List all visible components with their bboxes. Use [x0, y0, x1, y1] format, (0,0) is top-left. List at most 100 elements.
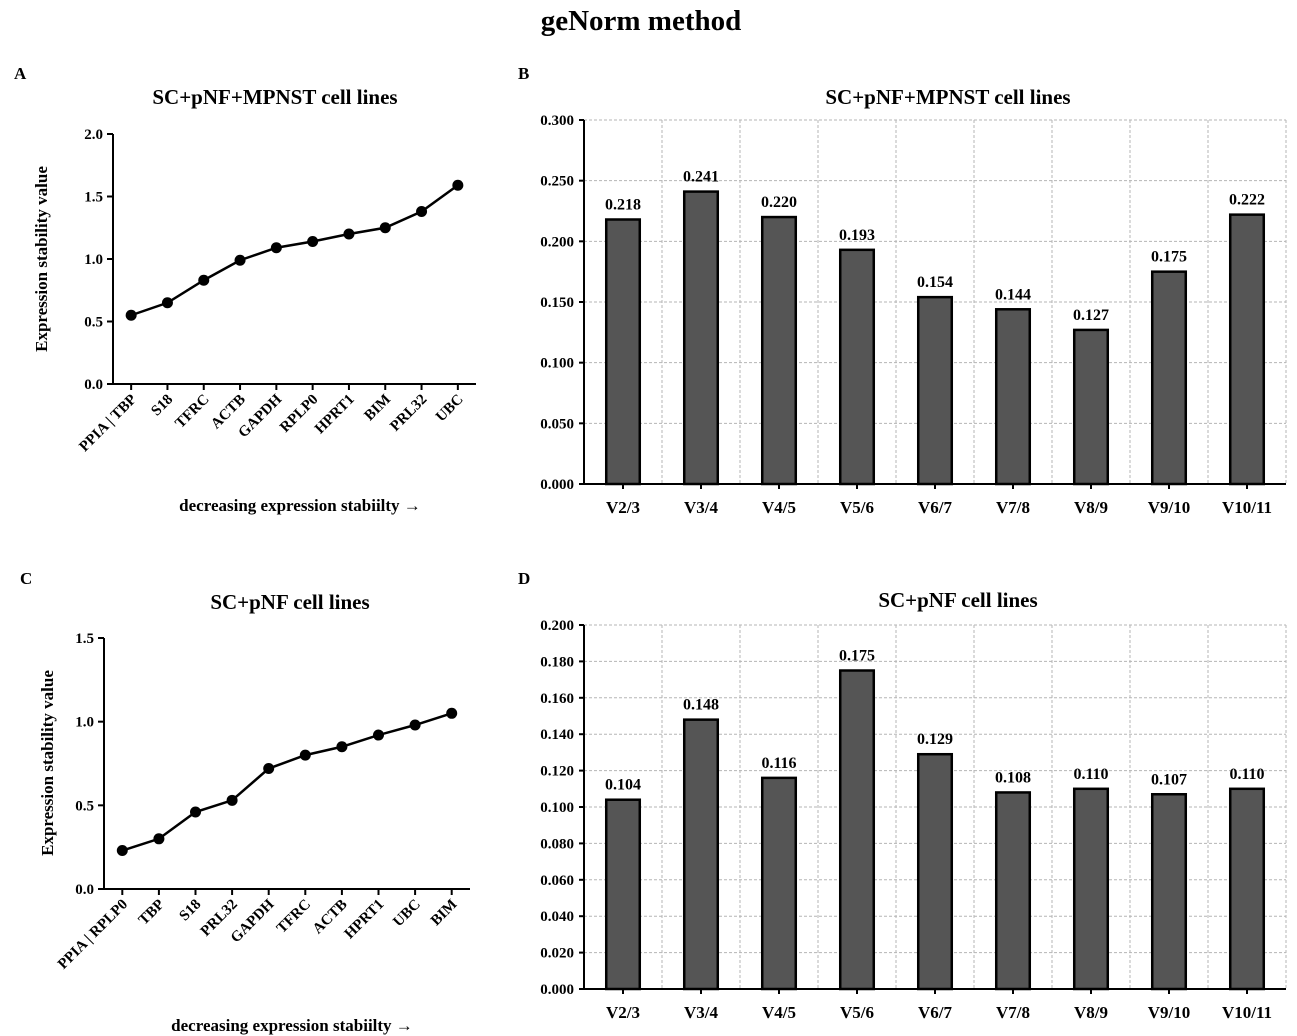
bar-value-label: 0.144 [995, 286, 1031, 303]
series-line [130, 184, 459, 317]
bar-value-label: 0.220 [761, 194, 797, 211]
bar-value-label: 0.193 [839, 227, 875, 244]
x-category-label: V2/3 [606, 498, 640, 517]
bar [838, 669, 876, 991]
x-category-label: UBC [390, 897, 424, 931]
y-tick-label: 1.0 [84, 252, 103, 268]
bar [1072, 328, 1110, 486]
bar-value-label: 0.108 [995, 769, 1031, 786]
bar-value-label: 0.241 [683, 169, 719, 186]
x-category-label: V10/11 [1222, 1003, 1272, 1022]
bar [916, 295, 954, 486]
panel-title: SC+pNF cell lines [878, 588, 1037, 612]
y-axis-label: Expression stability value [38, 670, 57, 856]
panel-title: SC+pNF cell lines [210, 590, 369, 614]
bar [1150, 270, 1188, 486]
bar [682, 190, 720, 486]
y-tick-label: 0.5 [75, 798, 94, 814]
bar [604, 218, 642, 486]
x-category-label: V6/7 [918, 1003, 953, 1022]
y-tick-label: 0.200 [540, 234, 574, 250]
x-category-label: V3/4 [684, 498, 719, 517]
panel-letter: A [14, 64, 27, 83]
panel-d-bar-chart: D SC+pNF cell lines 0.000 0.020 0.040 0.060 0.… [518, 569, 1287, 1022]
data-point [153, 833, 165, 845]
bar [1228, 213, 1266, 486]
bar-value-label: 0.116 [761, 755, 796, 772]
bar-value-label: 0.222 [1229, 192, 1265, 209]
x-axis-label: decreasing expression stabiilty → [179, 496, 421, 515]
x-category-label: TFRC [274, 897, 314, 937]
bar-value-label: 0.218 [605, 196, 641, 213]
bar-value-label: 0.110 [1229, 766, 1264, 783]
bar [916, 752, 954, 991]
x-category-label: V8/9 [1074, 498, 1108, 517]
y-tick-label: 0.050 [540, 416, 574, 432]
x-category-label: V4/5 [762, 1003, 796, 1022]
x-category-label: PRL32 [387, 392, 430, 435]
x-category-label: UBC [433, 392, 467, 426]
x-category-label: V9/10 [1148, 1003, 1191, 1022]
panel-c-line-chart: C SC+pNF cell lines 0.0 0.5 1.0 1.5 PPIA | RPL… [20, 569, 470, 1035]
bar-value-label: 0.154 [917, 274, 953, 291]
bar-value-label: 0.110 [1073, 766, 1108, 783]
x-category-label: S18 [148, 392, 176, 420]
data-point [226, 794, 238, 806]
x-category-label: V7/8 [996, 498, 1030, 517]
x-category-label: V8/9 [1074, 1003, 1108, 1022]
y-tick-label: 1.0 [75, 715, 94, 731]
bar-value-label: 0.175 [839, 648, 875, 665]
bar [1150, 793, 1188, 991]
bar-value-label: 0.107 [1151, 771, 1187, 788]
bar [1072, 787, 1110, 991]
data-point [446, 707, 458, 719]
x-category-label: BIM [428, 897, 461, 930]
bar-value-label: 0.148 [683, 697, 719, 714]
data-point [190, 806, 201, 818]
data-point [161, 297, 173, 309]
x-category-label: V3/4 [684, 1003, 719, 1022]
data-point [373, 729, 384, 741]
data-point [336, 741, 348, 753]
data-point [198, 274, 210, 286]
bar [994, 308, 1032, 486]
y-tick-label: 0.080 [540, 836, 574, 852]
y-tick-label: 0.140 [540, 727, 574, 743]
data-point [307, 236, 319, 247]
y-tick-label: 0.0 [75, 882, 94, 898]
data-point [116, 845, 128, 857]
series-line [121, 712, 453, 852]
x-axis-label: decreasing expression stabiilty → [171, 1016, 413, 1035]
y-axis-label: Expression stability value [32, 166, 51, 352]
bar-value-label: 0.127 [1073, 307, 1109, 324]
bar-value-label: 0.175 [1151, 249, 1187, 266]
y-tick-label: 0.020 [540, 946, 574, 962]
y-tick-label: 0.100 [540, 800, 574, 816]
bar [760, 215, 798, 486]
data-point [452, 179, 464, 191]
bar [838, 248, 876, 486]
x-category-label: V5/6 [840, 1003, 874, 1022]
x-category-label: PPIA | TBP [76, 392, 140, 456]
y-tick-label: 0.060 [540, 873, 574, 889]
y-tick-label: 0.100 [540, 356, 574, 372]
data-point [409, 719, 421, 731]
bar-value-label: 0.104 [605, 777, 641, 794]
data-point [234, 254, 246, 266]
y-tick-label: 0.150 [540, 295, 574, 311]
x-category-label: V7/8 [996, 1003, 1030, 1022]
figure-title: geNorm method [541, 5, 742, 37]
x-category-label: V10/11 [1222, 498, 1272, 517]
data-point [263, 763, 275, 775]
x-category-label: V5/6 [840, 498, 874, 517]
data-point [343, 228, 355, 240]
y-tick-label: 0.5 [84, 315, 103, 331]
y-tick-label: 1.5 [84, 190, 103, 206]
y-tick-label: 0.300 [540, 113, 574, 129]
y-tick-label: 0.160 [540, 691, 574, 707]
x-category-label: PPIA | RPLP0 [55, 897, 131, 973]
panel-letter: B [518, 64, 529, 83]
y-tick-label: 0.180 [540, 654, 574, 670]
panel-letter: C [20, 569, 32, 588]
